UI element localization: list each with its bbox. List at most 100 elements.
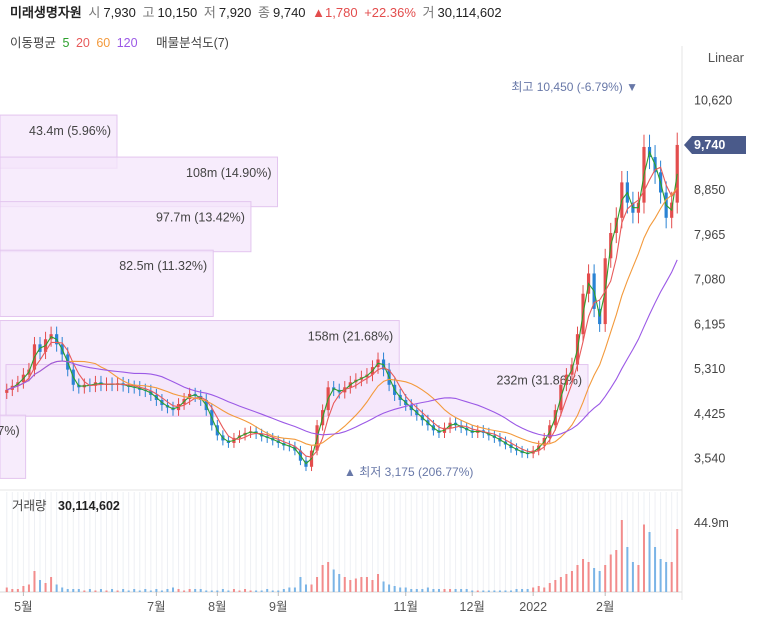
- volume-bar: [659, 559, 662, 592]
- volume-bar: [172, 587, 174, 592]
- volume-profile-bar: [0, 249, 214, 317]
- volume-bar: [476, 590, 479, 592]
- volume-profile-label: 108m (14.90%): [186, 166, 271, 180]
- volume-bar: [637, 565, 640, 592]
- ma-60-label[interactable]: 60: [96, 36, 111, 50]
- volume-bar: [39, 580, 42, 592]
- ma-120-label[interactable]: 120: [116, 36, 138, 50]
- x-tick-label: 7월: [147, 600, 165, 614]
- close-label: 종: [258, 5, 270, 20]
- volume-bar: [116, 590, 119, 592]
- volume-bar: [554, 580, 557, 592]
- volume-bar: [404, 587, 407, 592]
- volume-bar: [559, 577, 562, 592]
- volume-bar: [138, 590, 141, 592]
- volume-bar: [260, 590, 263, 592]
- open-label: 시: [88, 5, 101, 20]
- volume-bar: [221, 589, 224, 592]
- ma-5-label[interactable]: 5: [62, 36, 70, 50]
- volume-bar: [282, 589, 285, 592]
- volume-bar: [293, 587, 296, 592]
- volume-bar: [465, 589, 468, 592]
- y-tick-label: 10,620: [694, 93, 732, 107]
- volume-bar: [327, 562, 330, 592]
- volume-bar: [304, 584, 307, 592]
- high-annotation: 최고 10,450 (-6.79%) ▼: [511, 80, 638, 94]
- volume-bar: [61, 587, 64, 592]
- volume-bar: [642, 524, 645, 592]
- volume-profile-toggle[interactable]: 매물분석도(7): [156, 36, 229, 50]
- volume-bar: [149, 590, 152, 592]
- volume-profile-label: 43.4m (5.96%): [29, 124, 111, 138]
- volume-bar: [388, 584, 391, 592]
- volume-bar: [66, 589, 69, 592]
- volume-bar: [271, 590, 274, 592]
- y-tick-label: 5,310: [694, 362, 725, 376]
- volume-bar: [11, 589, 14, 592]
- volume-profile-bar: [0, 414, 27, 479]
- volume-bar: [205, 590, 208, 592]
- volume-bar: [609, 554, 612, 592]
- ma-120-line: [6, 259, 678, 437]
- volume-bar: [410, 589, 413, 592]
- y-tick-label: 8,850: [694, 183, 725, 197]
- volume-bar: [288, 587, 291, 592]
- volume-bar: [377, 574, 380, 592]
- x-tick-label: 2022: [519, 600, 547, 614]
- volume-bar: [177, 589, 180, 592]
- volume-bar: [421, 589, 424, 592]
- volume-bar: [194, 589, 197, 592]
- stock-name: 미래생명자원: [10, 5, 82, 20]
- candle-body: [675, 144, 679, 203]
- volume-bar: [415, 589, 418, 592]
- low-value: 7,920: [218, 5, 252, 20]
- ma-20-label[interactable]: 20: [75, 36, 90, 50]
- volume-bar: [487, 590, 490, 592]
- volume-bar: [244, 589, 247, 592]
- volume-bar: [582, 559, 585, 592]
- volume-profile-bar: [0, 201, 252, 253]
- volume-bar: [648, 532, 651, 592]
- volume-bar: [532, 587, 535, 592]
- volume-panel-value: 30,114,602: [58, 499, 120, 513]
- current-price-tag: [684, 135, 746, 154]
- volume-bar: [482, 590, 485, 592]
- volume-value: 30,114,602: [437, 5, 502, 20]
- volume-bar: [437, 589, 440, 592]
- volume-profile-label: 6.31m (0.87%): [0, 424, 20, 438]
- low-label: 저: [203, 5, 216, 20]
- y-tick-label: 6,195: [694, 317, 725, 331]
- volume-bar: [77, 589, 80, 592]
- volume-bar: [166, 589, 169, 592]
- volume-bar: [631, 562, 634, 592]
- volume-bar: [576, 565, 579, 592]
- quote-header: 미래생명자원 시 7,930 고 10,150 저 7,920 종 9,740 ▲1,7…: [10, 2, 505, 22]
- volume-profile-label: 158m (21.68%): [308, 330, 393, 344]
- volume-bar: [55, 584, 58, 592]
- x-tick-label: 2월: [596, 600, 614, 614]
- volume-bar: [111, 589, 114, 592]
- volume-bar: [72, 589, 75, 592]
- volume-bar: [537, 586, 540, 592]
- open-value: 7,930: [103, 5, 136, 20]
- volume-bar: [50, 577, 53, 592]
- scale-toggle-button[interactable]: Linear: [707, 50, 744, 65]
- volume-bar: [227, 590, 230, 592]
- volume-bar: [122, 589, 125, 592]
- volume-bar: [310, 584, 313, 592]
- volume-bar: [493, 590, 496, 592]
- volume-bar: [654, 547, 657, 592]
- x-tick-label: 5월: [14, 600, 32, 614]
- x-tick-label: 9월: [269, 600, 287, 614]
- volume-bar: [604, 565, 607, 592]
- volume-bar: [232, 589, 235, 592]
- volume-bar: [432, 589, 435, 592]
- volume-bar: [365, 577, 368, 592]
- volume-bar: [510, 590, 512, 592]
- volume-bar: [460, 589, 463, 592]
- volume-bar: [615, 550, 618, 592]
- volume-bar: [105, 590, 108, 592]
- ma-20-line: [6, 166, 678, 458]
- volume-bar: [127, 590, 130, 592]
